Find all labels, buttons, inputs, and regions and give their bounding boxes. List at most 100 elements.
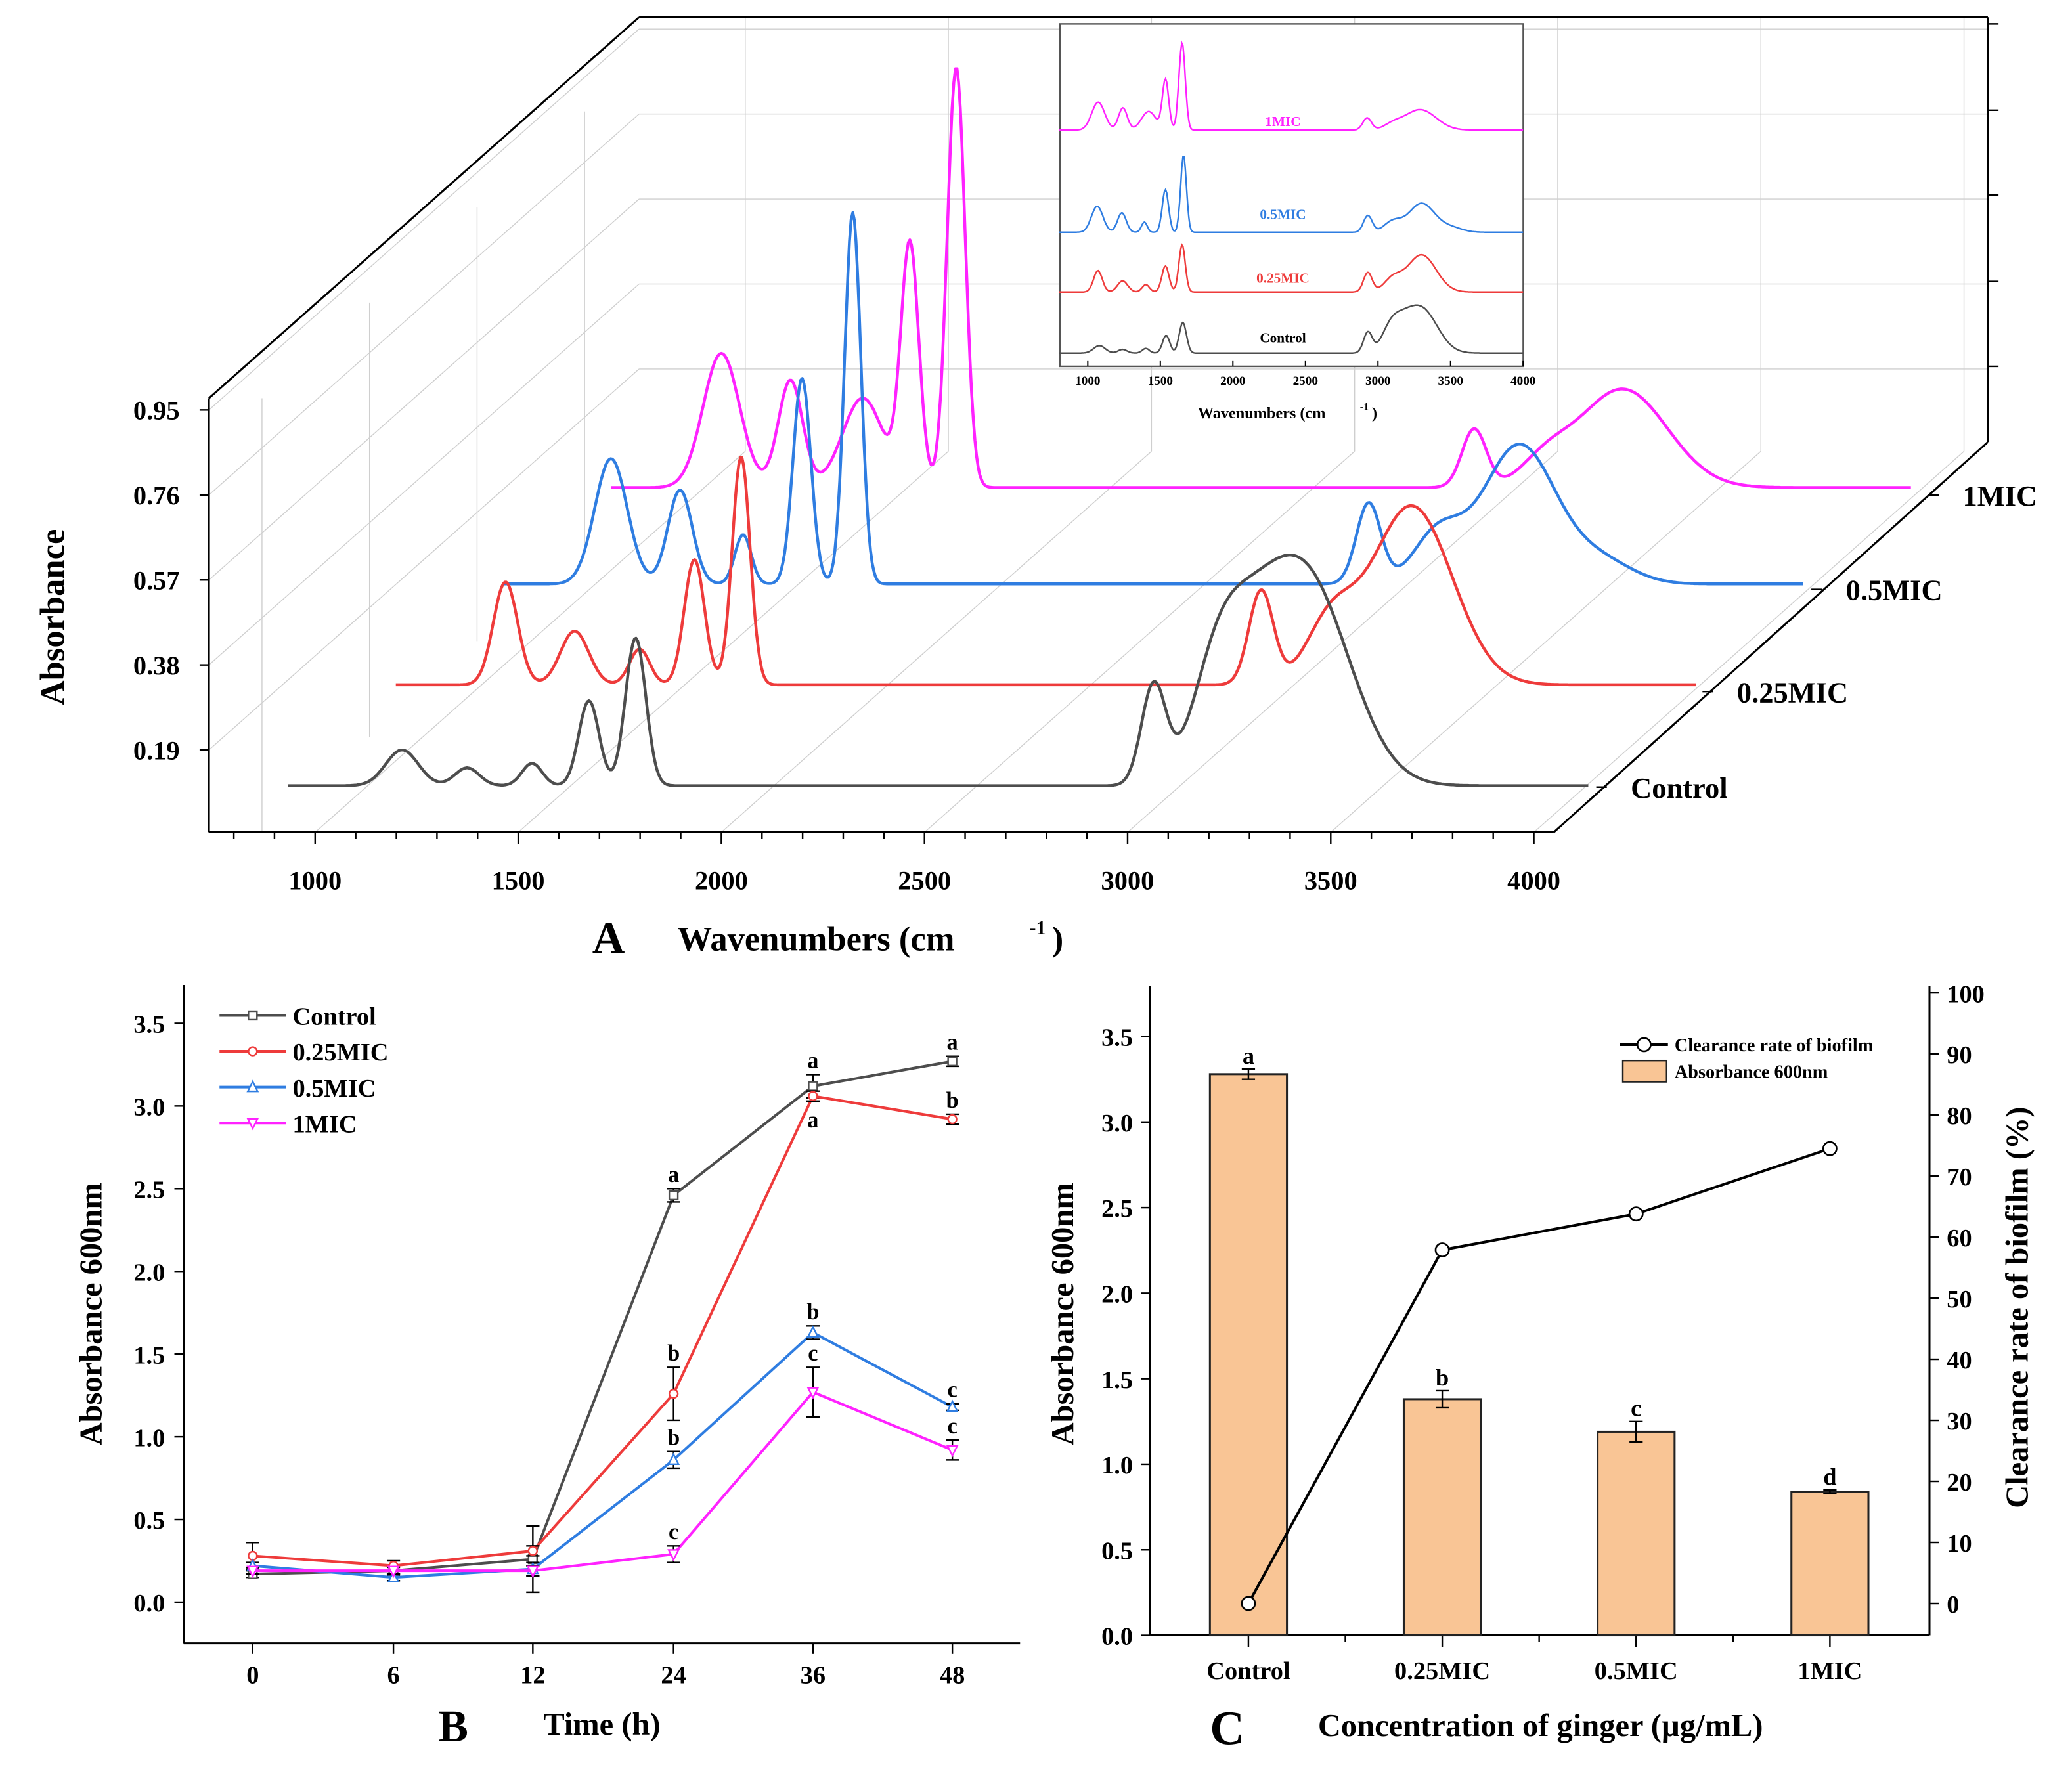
clearance-rate-point — [1434, 1242, 1450, 1258]
bar — [1402, 1398, 1482, 1637]
series-line-1mic — [252, 1390, 953, 1573]
panel-a-ftir-3d: 1000 1500 2000 2500 3000 3500 4000 0.19 0.38 0.57… — [34, 16, 2038, 963]
panel-letter: A — [592, 913, 625, 963]
gridline — [208, 283, 640, 666]
inset-x-title-close: ) — [1372, 404, 1377, 422]
inset-x-tick-label: 1000 — [1075, 374, 1100, 388]
circle-marker — [808, 1091, 818, 1101]
y2-tick-label: 20 — [1947, 1469, 1972, 1496]
legend-label: 1MIC — [292, 1110, 357, 1138]
y2-tick-label: 90 — [1947, 1041, 1972, 1069]
triangle-up-marker — [246, 1079, 259, 1093]
x-axis-title: Concentration of ginger (µg/mL) — [1318, 1709, 1763, 1743]
significance-letter: c — [948, 1414, 958, 1439]
inset-series-label: Control — [1260, 330, 1306, 346]
y-tick-label: 0.76 — [133, 481, 180, 510]
y-tick-label: 1.0 — [133, 1424, 165, 1452]
y-tick-label: 3.5 — [1101, 1024, 1133, 1052]
gridline — [208, 114, 640, 496]
triangle-down-marker — [667, 1549, 680, 1562]
x-axis-title: Time (h) — [543, 1707, 660, 1742]
y-tick-label: 0.5 — [133, 1507, 165, 1535]
panel-a-inset: Control 0.25MIC 0.5MIC 1MIC 1000 1500 2000 2500… — [1059, 23, 1535, 422]
inset-x-tick-label: 1500 — [1148, 374, 1173, 388]
significance-letter: a — [668, 1162, 679, 1187]
y-tick-label: 0.57 — [133, 565, 180, 595]
series-label: 1MIC — [1963, 479, 2038, 512]
circle-marker — [947, 1114, 958, 1125]
circle-marker — [527, 1546, 539, 1556]
panel-b-growth-curve: 0 6 12 24 36 48 0.0 0.5 1.0 1.5 2.0 2.5 3.0 3.5 Absorb… — [74, 984, 1021, 1751]
triangle-up-marker — [667, 1452, 680, 1466]
spectrum-line-control — [288, 553, 1589, 787]
inset-x-tick-label: 3000 — [1365, 374, 1390, 388]
legend-label: 0.25MIC — [292, 1039, 388, 1066]
x-tick-label: 0.25MIC — [1394, 1657, 1490, 1685]
triangle-down-marker — [526, 1565, 539, 1579]
circle-marker — [248, 1046, 258, 1057]
y2-tick-label: 50 — [1947, 1286, 1972, 1313]
y-tick-label: 2.0 — [133, 1259, 165, 1286]
clearance-rate-point — [1822, 1141, 1838, 1156]
y-tick-label: 1.5 — [1101, 1366, 1133, 1394]
significance-letter: c — [669, 1519, 678, 1544]
inset-spectrum-1mic — [1059, 40, 1524, 131]
y-tick-label: 0.5 — [1101, 1537, 1133, 1565]
spectrum-line-0.25mic — [395, 456, 1696, 687]
clearance-rate-point — [1241, 1596, 1256, 1611]
y-axis-title: Absorbance 600nm — [74, 1183, 108, 1445]
y-tick-label: 0.0 — [1101, 1623, 1133, 1651]
series-label: 0.5MIC — [1846, 574, 1943, 607]
y-tick-label: 2.5 — [133, 1176, 165, 1204]
x-tick-label: 36 — [801, 1661, 826, 1689]
x-tick-label: 3000 — [1101, 865, 1155, 895]
series-line-0.25mic — [252, 1094, 953, 1567]
legend-swatch — [1621, 1059, 1667, 1083]
y-tick-label: 0.19 — [133, 735, 180, 765]
axis-line — [1553, 441, 1989, 833]
x-axis-title: Wavenumbers (cm — [678, 920, 955, 958]
legend-marker — [1636, 1037, 1652, 1053]
series-label: Control — [1631, 772, 1727, 804]
y-tick-label: 0.0 — [133, 1590, 165, 1617]
x-tick-label: 1500 — [492, 865, 545, 895]
spectrum-line-1mic — [611, 67, 1911, 489]
significance-letter: a — [807, 1048, 818, 1073]
inset-series-label: 0.5MIC — [1260, 207, 1306, 223]
gridline — [208, 198, 640, 580]
gridline — [315, 450, 746, 833]
x-tick-label: Control — [1206, 1657, 1290, 1685]
gridline — [720, 450, 1152, 833]
inset-x-tick-label: 3500 — [1438, 374, 1463, 388]
clearance-rate-point — [1628, 1206, 1644, 1222]
significance-letter: b — [806, 1299, 819, 1324]
x-tick-label: 24 — [661, 1661, 686, 1689]
gridline — [518, 450, 949, 833]
legend-label: Clearance rate of biofilm — [1675, 1036, 1874, 1056]
square-marker — [668, 1190, 679, 1201]
significance-letter: c — [1631, 1395, 1641, 1422]
y2-tick-label: 30 — [1947, 1408, 1972, 1435]
triangle-up-marker — [806, 1325, 820, 1338]
gridline — [208, 28, 640, 410]
y-tick-label: 0.38 — [133, 651, 180, 680]
legend-label: Control — [292, 1003, 376, 1031]
significance-letter: b — [667, 1341, 680, 1366]
significance-letter: d — [1823, 1464, 1836, 1490]
y2-tick-label: 80 — [1947, 1102, 1972, 1130]
x-tick-label: 2000 — [695, 865, 748, 895]
gridline — [1533, 450, 1965, 833]
y2-tick-label: 40 — [1947, 1347, 1972, 1374]
bar — [1597, 1430, 1676, 1637]
significance-letter: a — [947, 1030, 958, 1055]
panel-letter: B — [438, 1701, 468, 1751]
y2-tick-label: 100 — [1947, 980, 1985, 1008]
series-line-control — [252, 1060, 953, 1576]
x-tick-label: 1000 — [288, 865, 342, 895]
square-marker — [947, 1056, 958, 1067]
x-tick-label: 6 — [387, 1661, 399, 1689]
spectrum-line-0.5mic — [503, 211, 1803, 586]
legend-label: 0.5MIC — [292, 1075, 376, 1102]
inset-x-tick-label: 4000 — [1510, 374, 1535, 388]
